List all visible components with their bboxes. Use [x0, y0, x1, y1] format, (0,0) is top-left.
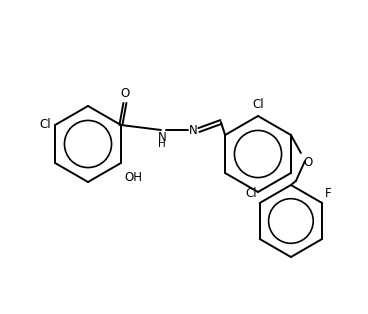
- Text: Cl: Cl: [39, 117, 51, 131]
- Text: F: F: [325, 187, 332, 200]
- Text: OH: OH: [124, 171, 142, 184]
- Text: O: O: [303, 156, 312, 169]
- Text: Cl: Cl: [245, 187, 257, 200]
- Text: O: O: [120, 87, 130, 100]
- Text: H: H: [158, 139, 166, 149]
- Text: N: N: [158, 131, 166, 144]
- Text: N: N: [188, 123, 197, 137]
- Text: Cl: Cl: [252, 98, 264, 111]
